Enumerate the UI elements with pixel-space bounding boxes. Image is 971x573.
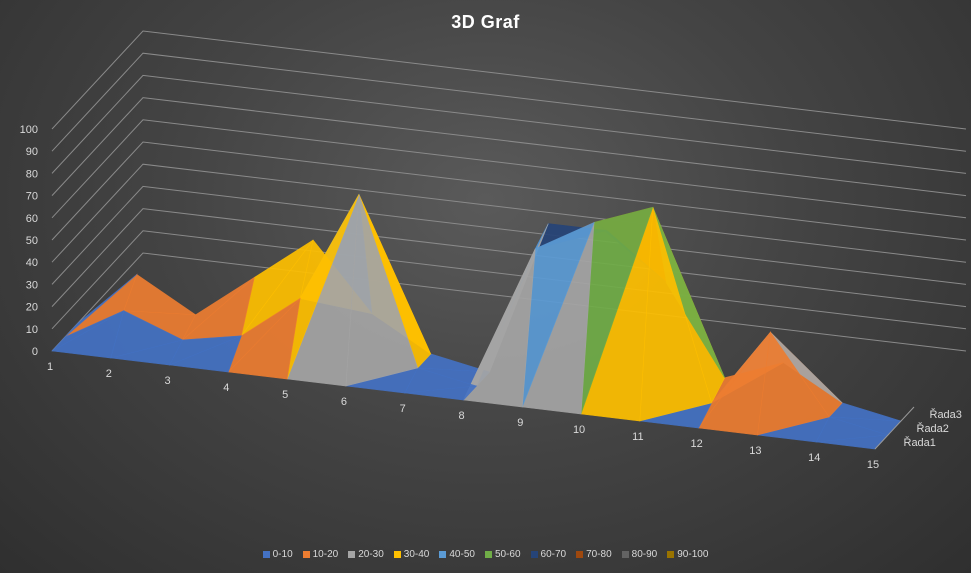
gridlines <box>51 30 967 352</box>
x-tick-label: 12 <box>691 438 703 450</box>
chart-title: 3D Graf <box>451 12 520 32</box>
x-tick-label: 3 <box>165 375 171 387</box>
legend-item: 80-90 <box>621 549 658 560</box>
legend-item: 10-20 <box>302 549 339 560</box>
gridline <box>51 230 967 330</box>
x-tick-label: 5 <box>282 389 288 401</box>
legend-item: 20-30 <box>348 549 384 560</box>
legend-swatch <box>262 551 270 558</box>
y-tick-label: 30 <box>26 279 38 291</box>
legend-swatch <box>576 551 584 558</box>
x-tick-label: 10 <box>573 424 585 436</box>
legend-item: 70-80 <box>576 549 612 560</box>
surface-face <box>51 310 124 352</box>
x-tick-label: 1 <box>47 361 53 373</box>
x-tick-label: 6 <box>341 396 347 408</box>
x-tick-label: 15 <box>867 459 879 471</box>
gridline <box>51 74 967 174</box>
legend-swatch <box>530 551 538 558</box>
gridline <box>51 185 967 285</box>
legend-label: 60-70 <box>540 549 567 560</box>
legend-swatch <box>348 551 356 558</box>
gridline <box>51 141 967 241</box>
gridline <box>51 208 967 308</box>
x-tick-label: 9 <box>517 417 523 429</box>
legend-item: 60-70 <box>530 549 567 560</box>
y-tick-label: 60 <box>26 213 38 225</box>
legend-label: 40-50 <box>449 549 475 560</box>
gridline <box>51 163 967 263</box>
legend-label: 10-20 <box>312 549 339 560</box>
y-tick-label: 20 <box>26 302 38 314</box>
x-tick-label: 7 <box>400 403 406 415</box>
gridline <box>51 119 967 219</box>
legend-item: 90-100 <box>667 549 708 560</box>
legend-swatch <box>393 551 401 558</box>
x-tick-label: 11 <box>632 431 643 443</box>
gridline <box>51 97 967 197</box>
y-tick-label: 40 <box>26 257 38 269</box>
legend-label: 90-100 <box>677 549 709 560</box>
surface-face <box>64 274 137 338</box>
gridline <box>51 52 967 152</box>
legend-item: 0-10 <box>262 549 293 560</box>
y-tick-label: 100 <box>20 124 38 136</box>
legend-label: 0-10 <box>272 549 293 560</box>
y-tick-label: 70 <box>26 191 38 203</box>
y-axis-labels: 0 10 20 30 40 50 60 70 80 90 100 <box>20 124 38 358</box>
legend-label: 80-90 <box>631 549 658 560</box>
series-label: Řada3 <box>930 408 962 421</box>
x-tick-label: 13 <box>749 445 761 457</box>
y-tick-label: 10 <box>26 324 38 336</box>
legend-swatch <box>484 551 492 558</box>
y-tick-label: 80 <box>26 168 38 180</box>
surface <box>51 193 902 450</box>
legend-swatch <box>302 551 310 558</box>
legend-item: 30-40 <box>393 549 430 560</box>
gridline <box>51 30 967 130</box>
series-label: Řada2 <box>917 422 949 435</box>
legend-label: 50-60 <box>494 549 521 560</box>
legend-swatch <box>667 551 675 558</box>
y-tick-label: 50 <box>26 235 38 247</box>
y-tick-label: 0 <box>32 346 38 358</box>
legend-swatch <box>621 551 629 558</box>
legend-label: 20-30 <box>358 549 384 560</box>
legend-label: 30-40 <box>403 549 430 560</box>
legend-label: 70-80 <box>586 549 612 560</box>
x-tick-label: 14 <box>808 452 820 464</box>
legend-item: 40-50 <box>439 549 475 560</box>
series-label: Řada1 <box>904 436 936 449</box>
y-tick-label: 90 <box>26 146 38 158</box>
chart-legend: 0-10 10-20 20-30 30-40 40-50 50-60 60-70 70-80 8… <box>0 549 971 560</box>
x-tick-label: 4 <box>223 382 229 394</box>
x-tick-label: 2 <box>106 368 112 380</box>
legend-swatch <box>439 551 447 558</box>
x-tick-label: 8 <box>458 410 464 422</box>
depth-axis-line <box>874 406 915 450</box>
legend-item: 50-60 <box>484 549 521 560</box>
